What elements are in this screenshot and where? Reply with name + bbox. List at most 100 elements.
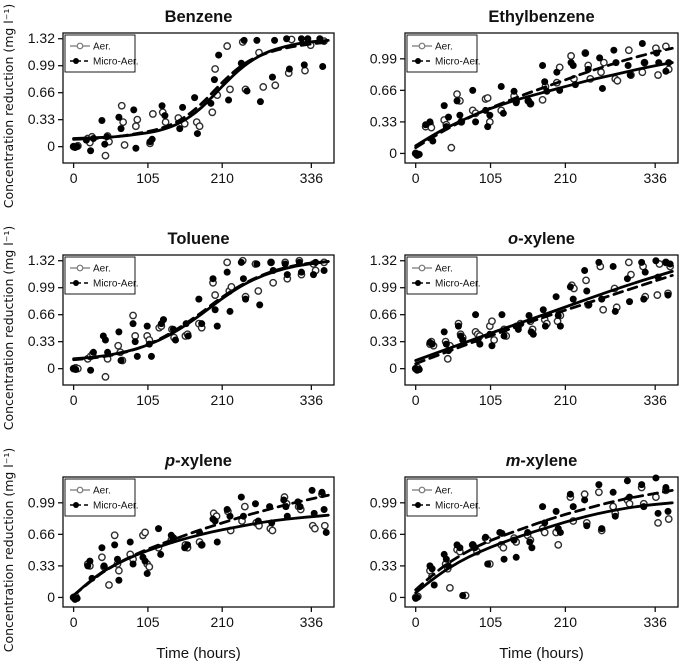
x-tick-label: 210 [554, 392, 578, 408]
panel-title: Toluene [167, 230, 229, 248]
open-circle-point [131, 122, 140, 131]
filled-circle-point [157, 550, 165, 558]
filled-circle-point [623, 477, 631, 485]
filled-circle-point [319, 63, 327, 71]
filled-circle-point [459, 592, 467, 600]
legend-open-circle-icon [418, 42, 426, 50]
panel-toluene: 0 0.33 0.66 0.99 1.32 0 105 210 336 Toluene Concen… [1, 226, 335, 430]
x-tick-label: 210 [211, 392, 235, 408]
panel-ethylbenzene: 0 0.33 0.66 0.99 0 105 210 336 Ethylbenzene Aer. M… [370, 8, 679, 186]
filled-circle-point [322, 528, 330, 536]
filled-circle-point [482, 533, 490, 541]
filled-circle-point [652, 257, 660, 265]
legend-label: Aer. [93, 264, 111, 275]
filled-circle-point [624, 62, 632, 69]
filled-circle-point [213, 538, 221, 546]
open-circle-point [301, 66, 309, 75]
filled-circle-point [666, 260, 674, 268]
open-circle-point [654, 71, 662, 79]
open-circle-point [227, 282, 236, 291]
filled-circle-point [115, 576, 123, 584]
x-tick-label: 210 [554, 614, 578, 630]
open-circle-point [613, 76, 622, 85]
filled-circle-point [415, 150, 423, 158]
y-tick-label: 0 [47, 138, 55, 154]
filled-circle-point [211, 306, 219, 314]
filled-circle-point [641, 268, 649, 276]
scatter-micro-aer [70, 486, 330, 603]
filled-circle-point [300, 61, 308, 69]
y-tick-label: 0 [389, 145, 397, 161]
filled-circle-point [101, 336, 109, 344]
filled-circle-point [541, 78, 549, 86]
filled-circle-point [198, 541, 206, 549]
y-tick-label: 0.66 [28, 84, 55, 100]
title-rest: -xylene [518, 230, 575, 248]
legend-label: Aer. [435, 42, 453, 53]
filled-circle-point [569, 503, 577, 511]
filled-circle-point [611, 307, 619, 315]
filled-circle-point [626, 298, 634, 306]
filled-circle-point [155, 525, 163, 533]
filled-circle-point [581, 49, 589, 57]
y-tick-label: 0.99 [28, 57, 55, 73]
filled-circle-point [626, 71, 634, 79]
filled-circle-point [223, 506, 231, 513]
legend-filled-circle-icon [73, 502, 79, 508]
open-circle-point [554, 540, 563, 549]
x-axis-title: Time (hours) [499, 645, 583, 662]
filled-circle-point [556, 528, 564, 536]
filled-circle-point [141, 557, 149, 565]
panel-title: Ethylbenzene [488, 8, 594, 26]
panel-m-xylene: 0 0.33 0.66 0.99 0 105 210 336 m-xylene Time (hou… [370, 452, 679, 662]
panel-title: m-xylene [506, 452, 578, 470]
open-circle-point [223, 258, 232, 267]
legend-filled-circle-icon [415, 502, 421, 508]
filled-circle-point [500, 332, 508, 340]
filled-circle-point [498, 311, 506, 319]
filled-circle-point [213, 322, 221, 330]
filled-circle-point [176, 125, 184, 133]
x-tick-label: 0 [70, 170, 78, 186]
filled-circle-point [86, 557, 94, 565]
legend-open-circle-icon [418, 264, 426, 272]
open-circle-point [101, 372, 110, 381]
filled-circle-point [100, 562, 108, 570]
x-tick-label: 336 [300, 170, 324, 186]
y-tick-label: 0.33 [28, 111, 55, 127]
legend-box [64, 34, 136, 73]
filled-circle-point [161, 112, 169, 120]
x-tick-label: 210 [554, 170, 578, 186]
open-circle-point [208, 108, 217, 117]
filled-circle-point [500, 555, 508, 563]
open-circle-point [98, 553, 106, 562]
open-circle-point [427, 123, 436, 132]
filled-circle-point [442, 340, 450, 348]
filled-circle-point [147, 352, 155, 360]
open-circle-point [320, 521, 329, 530]
open-circle-point [443, 354, 452, 363]
legend: Aer. Micro-Aer. [406, 34, 481, 73]
y-tick-label: 1.32 [370, 252, 397, 268]
filled-circle-point [440, 102, 448, 110]
filled-circle-point [297, 268, 305, 276]
y-tick-label: 0.99 [28, 494, 55, 510]
x-tick-label: 210 [211, 170, 235, 186]
legend-box [64, 478, 136, 517]
fit-curve-dashed [414, 274, 674, 366]
filled-circle-point [101, 140, 109, 148]
y-tick-label: 1.32 [28, 252, 55, 268]
x-tick-label: 105 [479, 170, 503, 186]
y-tick-label: 0 [47, 589, 55, 605]
filled-circle-point [539, 306, 547, 314]
x-tick-label: 105 [136, 170, 160, 186]
filled-circle-point [610, 46, 618, 54]
filled-circle-point [308, 486, 316, 494]
legend-filled-circle-icon [415, 280, 421, 286]
filled-circle-point [126, 538, 134, 546]
filled-circle-point [611, 512, 619, 520]
x-tick-label: 0 [412, 170, 420, 186]
filled-circle-point [476, 340, 484, 348]
title-rest: -xylene [175, 452, 232, 470]
open-circle-point [195, 122, 204, 131]
